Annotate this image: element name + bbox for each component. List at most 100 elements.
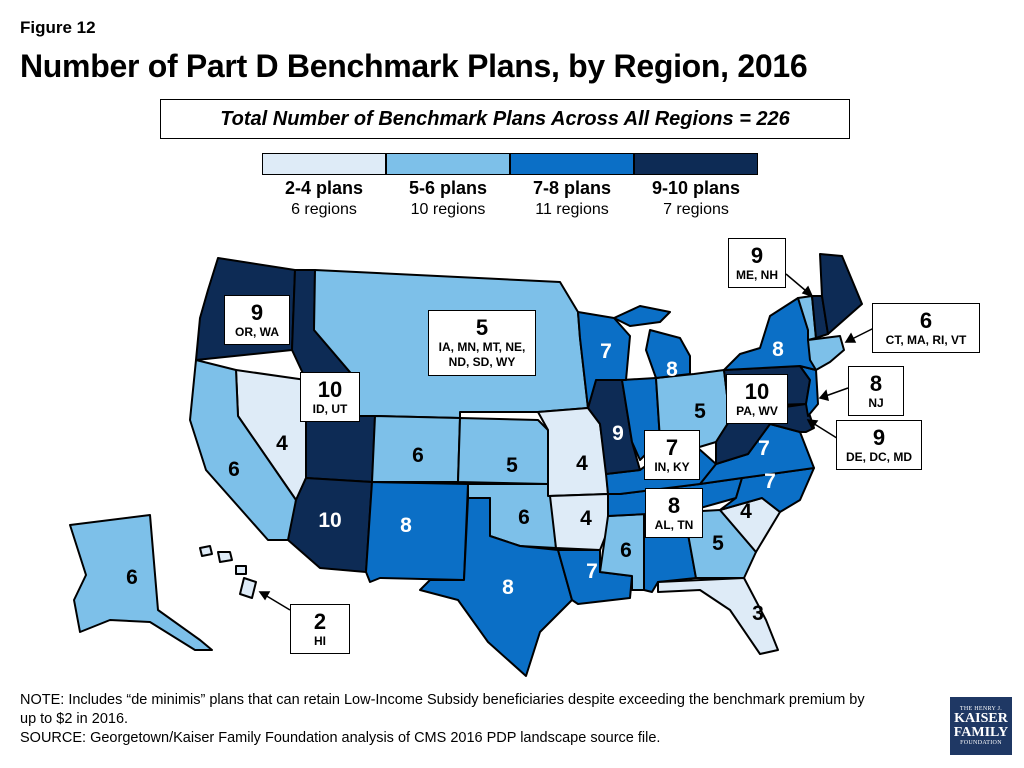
map-label-oh: 5 [694,400,706,423]
map-label-wi: 7 [600,340,612,363]
callout-states: IA, MN, MT, NE, [438,340,526,354]
callout-states: ID, UT [312,401,348,416]
map-label-va: 7 [758,437,770,460]
callout-id-ut: 10 ID, UT [300,372,360,422]
legend-label: 2-4 plans [284,178,364,198]
callout-me-nh: 9 ME, NH [728,238,786,288]
callout-states: HI [314,633,326,648]
state-mi [645,329,691,379]
map-label-ca: 6 [228,458,240,481]
legend-item-9-10: 9-10 plans 7 regions [634,153,758,219]
state-ak [69,514,213,651]
legend-count: 6 regions [291,201,357,218]
note-line-1: NOTE: Includes “de minimis” plans that c… [20,692,865,708]
callout-states: OR, WA [235,324,279,339]
callout-value: 2 [313,608,327,634]
source-line: SOURCE: Georgetown/Kaiser Family Foundat… [20,730,661,746]
map-label-nm: 8 [400,514,412,537]
callout-arrows [258,273,879,611]
map-label-sc: 4 [740,500,752,523]
legend-label: 7-8 plans [532,178,612,198]
arrowhead-nj [818,389,829,402]
callout-north-region: 5 IA, MN, MT, NE, ND, SD, WY [428,310,536,376]
map-label-ar: 4 [580,507,592,530]
callout-or-wa: 9 OR, WA [224,295,290,345]
arrowhead-hi [258,591,271,601]
callout-nj: 8 NJ [848,366,904,416]
footnote: NOTE: Includes “de minimis” plans that c… [20,691,940,748]
arrowhead-de-dc [806,419,819,430]
state-tx [419,497,573,677]
map-label-fl: 3 [752,602,764,625]
map-label-ga: 5 [712,532,724,555]
legend-count: 10 regions [410,201,486,218]
legend-item-5-6: 5-6 plans 10 regions [386,153,510,219]
callout-in-ky: 7 IN, KY [644,430,700,480]
total-banner: Total Number of Benchmark Plans Across A… [160,99,850,139]
legend-item-2-4: 2-4 plans 6 regions [262,153,386,219]
callout-states: IN, KY [654,459,690,474]
logo-line-1: THE HENRY J. [959,706,1003,712]
state-hi-2 [217,551,233,563]
region-ct-ma-ri [807,335,845,371]
legend-swatch [510,153,634,175]
legend-label: 9-10 plans [651,178,741,198]
state-nm [365,481,469,583]
legend-swatch [386,153,510,175]
map-label-nv: 4 [276,432,288,455]
logo-line-3: FAMILY [953,725,1009,740]
kff-logo: THE HENRY J. KAISER FAMILY FOUNDATION [950,697,1012,755]
callout-states: ND, SD, WY [448,355,516,369]
callout-value: 7 [665,434,679,460]
legend-swatch [634,153,758,175]
state-mi-upper [613,305,671,327]
state-me [819,253,863,335]
callout-value: 8 [667,492,681,518]
state-hi-1 [199,545,213,557]
callout-states: DE, DC, MD [846,449,912,464]
map-label-ak: 6 [126,566,138,589]
callout-de-dc-md: 9 DE, DC, MD [836,420,922,470]
callout-value: 10 [744,378,770,404]
legend-label: 5-6 plans [408,178,488,198]
state-fl [657,577,779,655]
map-label-az: 10 [318,509,341,532]
arrowhead-me-nh [801,285,814,298]
map-label-ms: 6 [620,539,632,562]
arrowhead-ct-ma [844,332,857,343]
callout-value: 9 [250,299,264,325]
callout-states: NJ [868,395,884,410]
legend-item-7-8: 7-8 plans 11 regions [510,153,634,219]
map-label-nc: 7 [764,470,776,493]
callout-value: 9 [750,242,764,268]
legend-count: 7 regions [663,201,729,218]
logo-line-2: KAISER [954,711,1008,726]
callout-pa-wv: 10 PA, WV [726,374,788,424]
callout-states: ME, NH [736,267,778,282]
map-label-mo: 4 [576,452,588,475]
callout-value: 8 [869,370,883,396]
map-label-mi: 8 [666,358,678,381]
note-line-2: up to $2 in 2016. [20,711,129,727]
legend-count: 11 regions [535,201,609,218]
callout-states: PA, WV [736,403,778,418]
callout-hi: 2 HI [290,604,350,654]
callout-value: 5 [475,315,489,340]
callout-al-tn: 8 AL, TN [645,488,703,538]
state-wi [577,311,631,409]
callout-value: 6 [919,307,933,333]
page-title: Number of Part D Benchmark Plans, by Reg… [20,48,808,84]
callout-value: 10 [317,376,343,402]
state-hi-4 [239,577,257,599]
map-label-il: 9 [612,422,624,445]
callout-value: 9 [872,424,886,450]
map-label-ks: 5 [506,454,518,477]
map-label-ok: 6 [518,506,530,529]
map-label-ny: 8 [772,338,784,361]
state-hi-3 [235,565,247,575]
callout-states: CT, MA, RI, VT [885,332,967,347]
figure-label: Figure 12 [20,18,96,37]
map-label-la: 7 [586,560,598,583]
map-label-tx: 8 [502,576,514,599]
state-ks [457,417,549,485]
